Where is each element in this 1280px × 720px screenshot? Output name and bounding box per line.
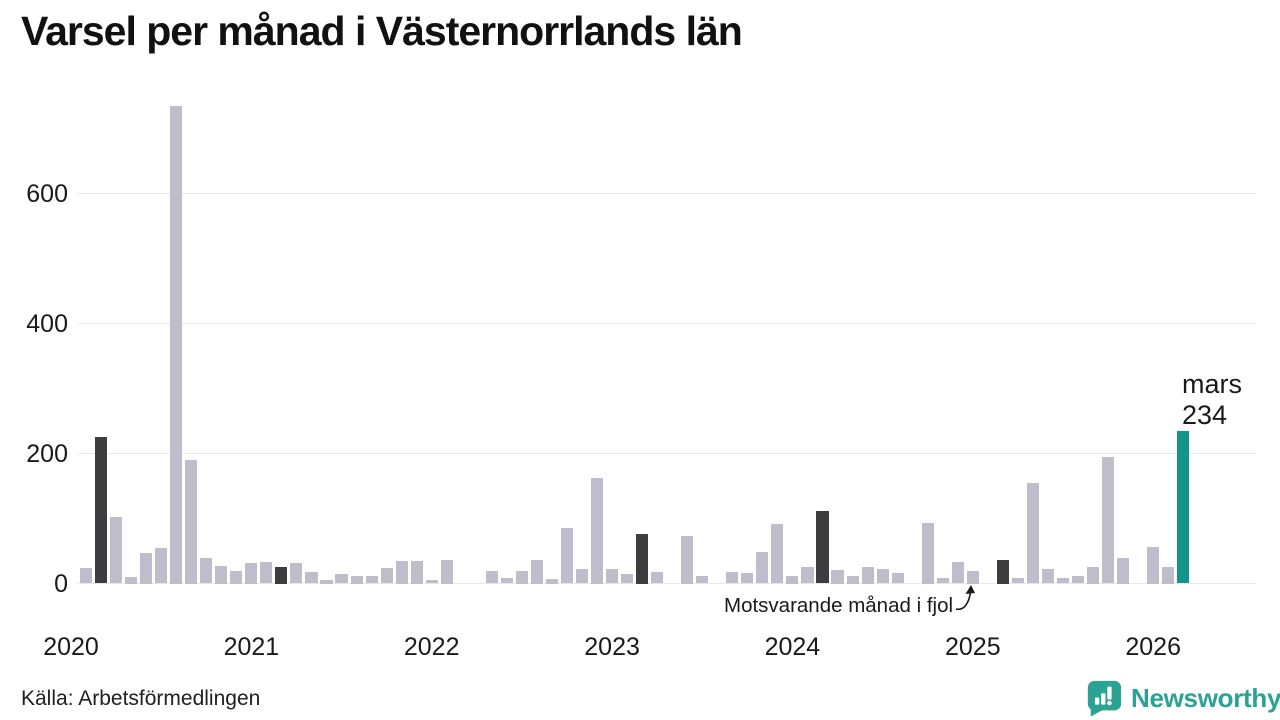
bar-2023-03: [636, 533, 649, 584]
bar-2021-10: [380, 567, 393, 584]
bar-2022-09: [545, 579, 559, 584]
x-tick-label-2021: 2021: [223, 633, 280, 661]
bar-2021-02: [260, 562, 273, 584]
bar-2025-09: [1086, 567, 1100, 584]
bar-2024-08: [891, 573, 904, 584]
bar-2023-10: [741, 573, 754, 584]
bar-2022-08: [530, 559, 543, 584]
bar-2025-06: [1041, 569, 1054, 584]
bar-2020-03: [95, 436, 108, 584]
bar-2020-10: [200, 558, 213, 584]
bar-2022-01: [425, 579, 438, 584]
bar-2022-10: [560, 527, 574, 584]
bar-2020-11: [215, 566, 228, 584]
bar-2021-12: [410, 560, 423, 584]
bar-2021-04: [290, 562, 303, 584]
bar-2025-07: [1056, 577, 1070, 584]
bar-2022-05: [485, 571, 498, 584]
y-tick-label-400: 400: [26, 309, 68, 338]
bar-2023-04: [651, 571, 664, 584]
bar-2025-11: [1117, 557, 1130, 584]
bar-2020-04: [110, 517, 123, 584]
bar-2026-01: [1147, 546, 1160, 584]
bar-2023-12: [771, 523, 784, 584]
bar-2020-08: [170, 105, 183, 584]
bar-2024-07: [876, 569, 889, 584]
annotation-label: Motsvarande månad i fjol: [724, 594, 954, 617]
bar-2026-02: [1162, 567, 1175, 584]
bar-2026-03: [1177, 431, 1190, 584]
highlight-label: mars 234: [1182, 369, 1242, 431]
bar-2020-07: [155, 548, 168, 584]
curved-arrow-icon: [955, 585, 976, 611]
gridline-200: [78, 452, 1256, 455]
highlight-value-label: 234: [1182, 400, 1228, 430]
bar-2024-11: [936, 578, 949, 584]
bar-2024-12: [951, 562, 964, 584]
x-tick-label-2023: 2023: [584, 633, 640, 661]
bar-2025-03: [996, 559, 1009, 584]
bar-2025-01: [966, 570, 979, 584]
bar-2021-01: [245, 563, 258, 584]
bar-2021-09: [365, 575, 378, 584]
bar-2021-06: [320, 580, 333, 584]
bar-2024-10: [921, 523, 934, 584]
source-caption: Källa: Arbetsförmedlingen: [21, 687, 261, 710]
bar-2022-12: [590, 477, 604, 584]
bar-2025-04: [1011, 578, 1024, 584]
bar-2025-05: [1026, 483, 1039, 584]
newsworthy-logo-text: Newsworthy: [1131, 683, 1280, 713]
bar-2020-02: [79, 567, 93, 584]
bar-2023-02: [621, 574, 634, 584]
y-tick-label-600: 600: [26, 179, 68, 208]
bar-2021-03: [275, 567, 288, 584]
bar-2020-06: [140, 553, 153, 584]
gridline-400: [78, 322, 1256, 325]
bar-2024-04: [831, 569, 844, 584]
bar-2024-05: [846, 576, 859, 584]
newsworthy-logo-icon: [1087, 680, 1122, 717]
bar-2023-09: [726, 571, 739, 584]
bar-2020-12: [230, 570, 243, 584]
bar-2022-06: [500, 577, 513, 584]
bar-2025-10: [1102, 457, 1115, 584]
bar-2021-11: [395, 560, 408, 584]
y-tick-label-0: 0: [54, 569, 68, 598]
bar-2023-06: [681, 536, 694, 584]
bar-2024-01: [786, 576, 799, 584]
bar-2020-05: [125, 577, 138, 584]
gridline-0: [78, 582, 1256, 585]
newsworthy-logo: Newsworthy: [1085, 679, 1280, 718]
bar-2023-01: [606, 569, 619, 584]
bar-2021-07: [335, 574, 348, 584]
bar-2022-02: [440, 559, 453, 584]
bar-2024-03: [816, 510, 829, 584]
bar-2022-11: [575, 569, 589, 584]
bar-2023-07: [696, 575, 709, 584]
gridline-600: [78, 192, 1256, 195]
bar-2021-08: [350, 576, 363, 584]
x-tick-label-2025: 2025: [944, 633, 1001, 661]
y-tick-label-200: 200: [26, 439, 68, 468]
highlight-month-label: mars: [1182, 369, 1242, 399]
bar-2021-05: [305, 571, 318, 584]
bar-2024-06: [861, 567, 874, 584]
bar-2024-02: [801, 566, 814, 584]
chart-title: Varsel per månad i Västernorrlands län: [21, 8, 743, 54]
bar-2023-11: [756, 551, 769, 584]
bar-2025-08: [1071, 575, 1085, 584]
x-tick-label-2022: 2022: [403, 633, 460, 661]
x-tick-label-2026: 2026: [1125, 633, 1181, 661]
annotation-previous-year: Motsvarande månad i fjol: [724, 585, 978, 618]
x-tick-label-2020: 2020: [43, 633, 99, 661]
x-tick-label-2024: 2024: [764, 633, 821, 661]
bar-2022-07: [515, 570, 528, 584]
bar-2020-09: [185, 460, 198, 584]
